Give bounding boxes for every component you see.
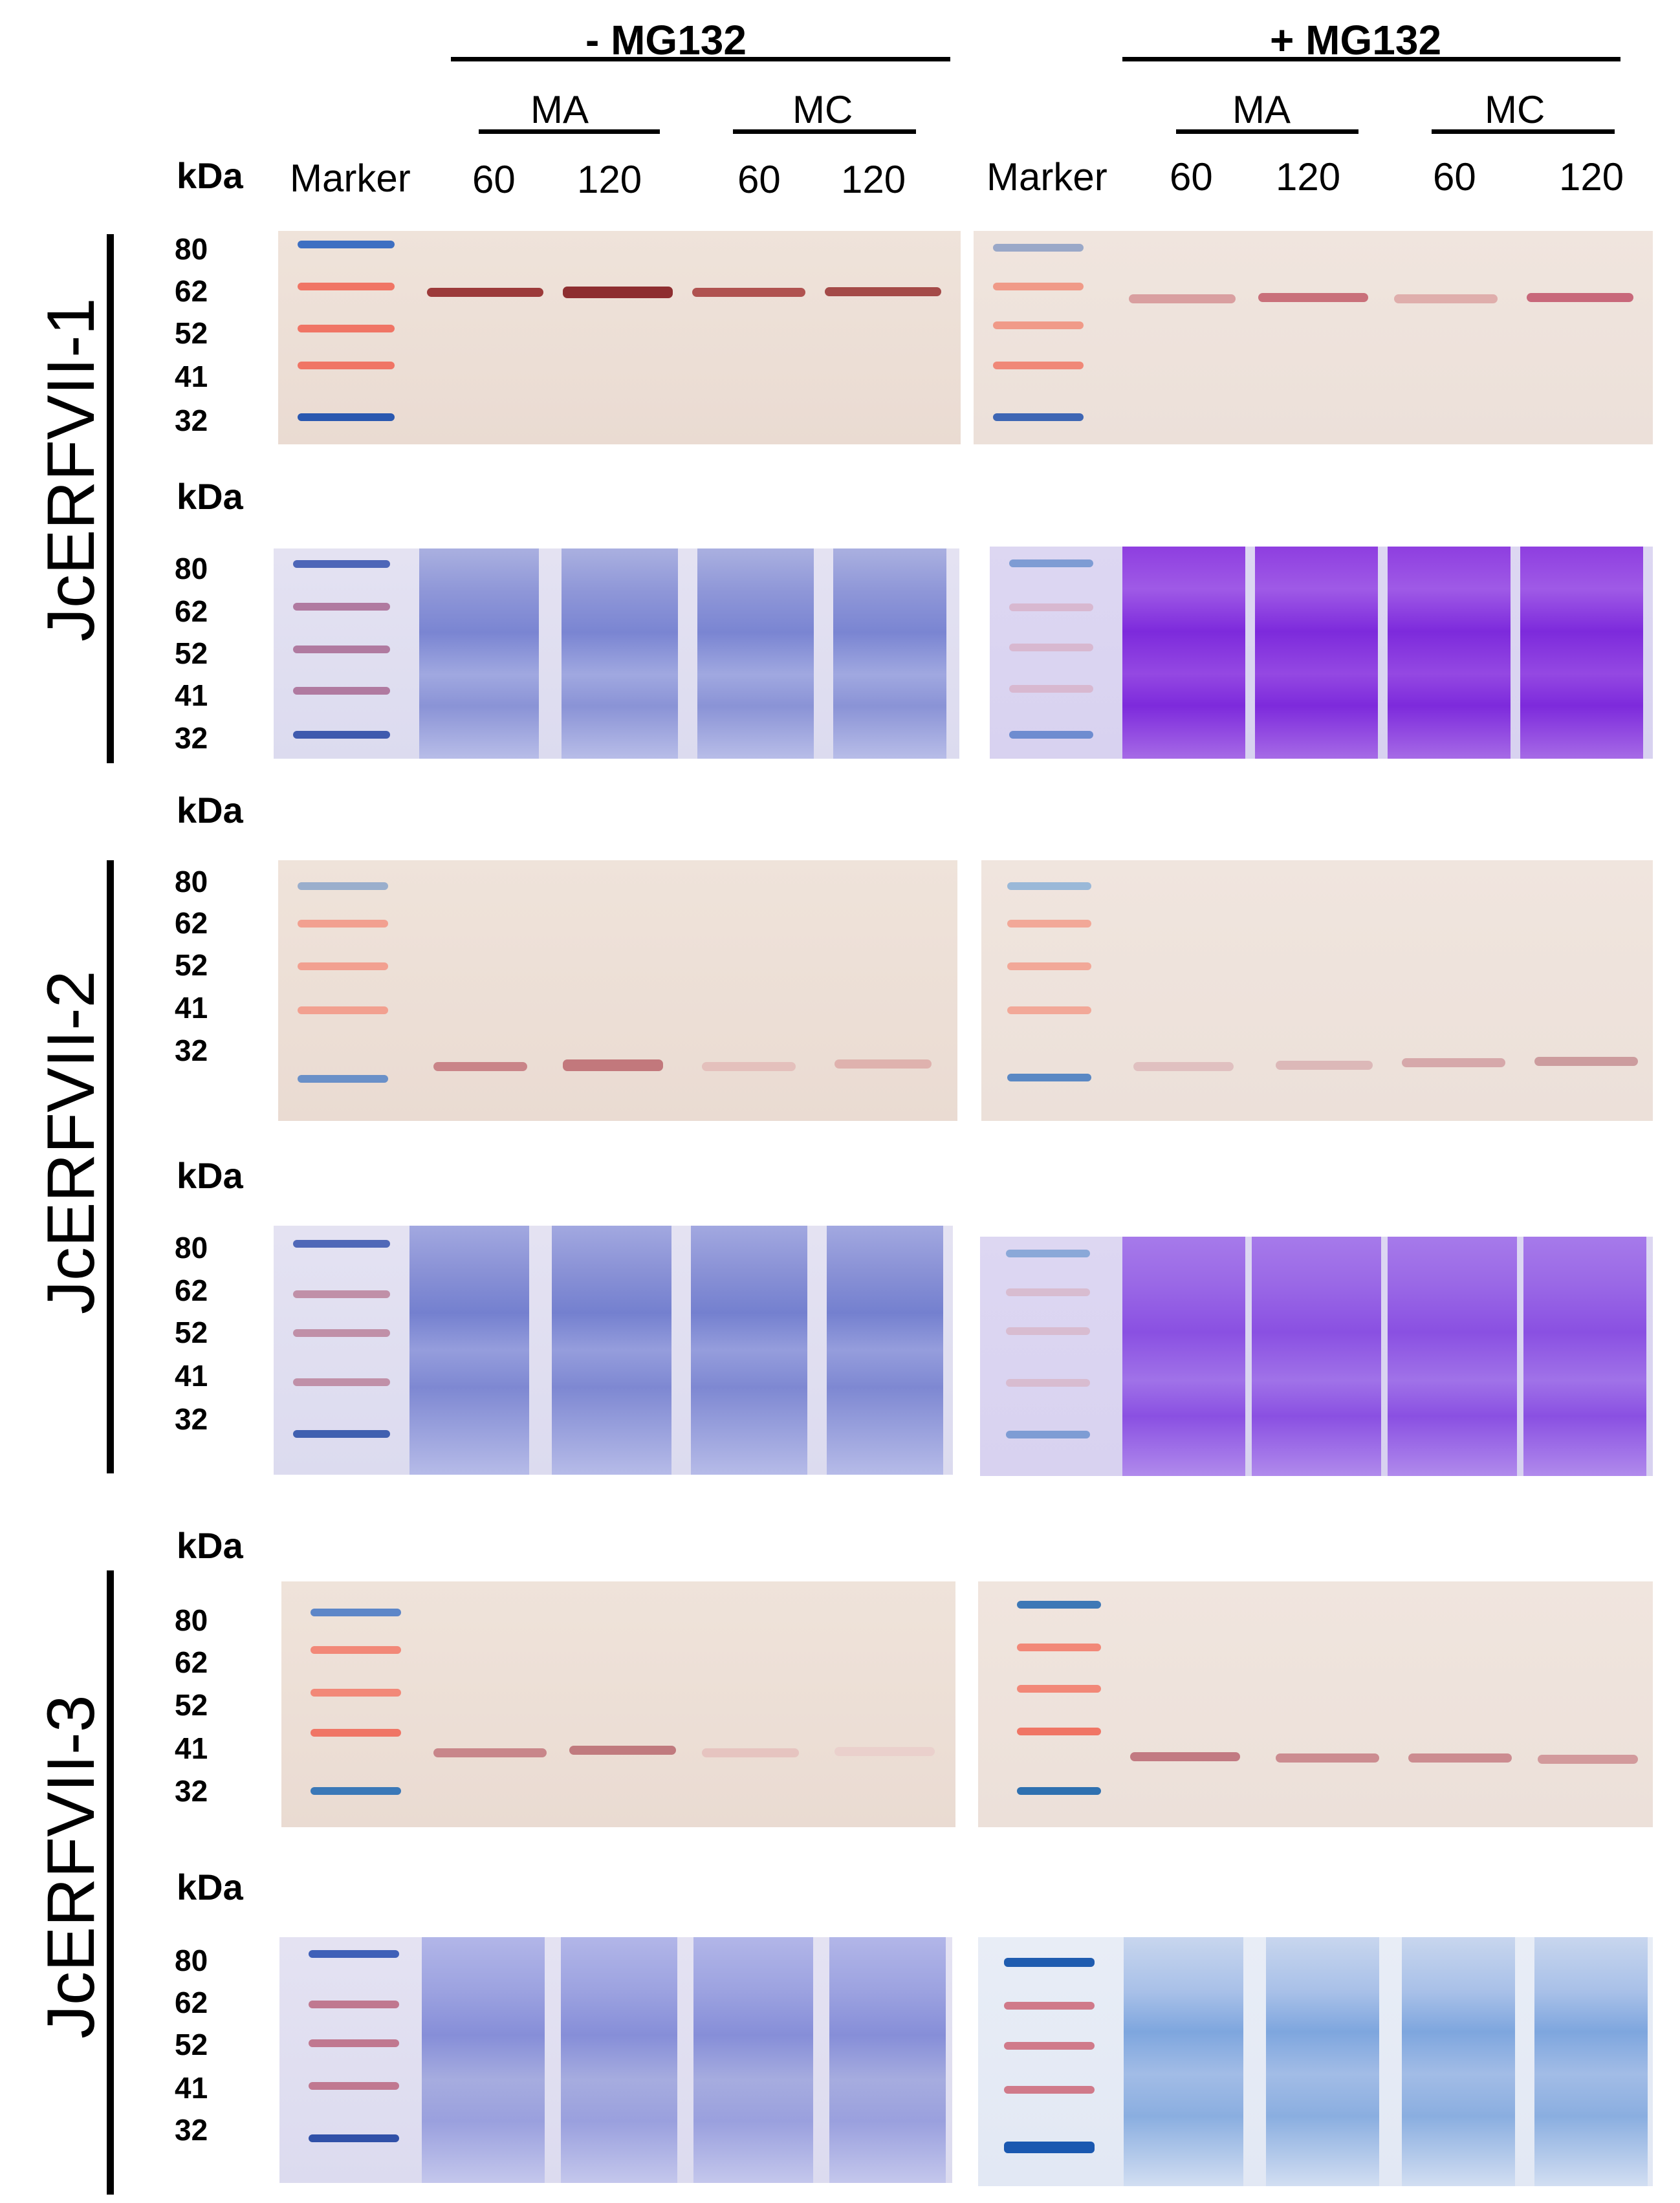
sub-rule-mc-minus (733, 129, 916, 134)
lane-label-60-mc-minus: 60 (737, 158, 781, 201)
western-blot-minus-1 (278, 231, 961, 444)
tick-32: 32 (175, 404, 208, 437)
sub-label-mc-minus: MC (792, 88, 853, 131)
sub-label-ma-plus: MA (1232, 88, 1291, 131)
tick-41: 41 (175, 360, 208, 393)
tick-80: 80 (175, 1231, 208, 1264)
tick-32: 32 (175, 721, 208, 755)
western-blot-minus-3 (281, 1581, 955, 1827)
lane-label-120-ma-plus: 120 (1276, 155, 1341, 199)
tick-41: 41 (175, 1731, 208, 1765)
tick-52: 52 (175, 316, 208, 350)
tick-62: 62 (175, 274, 208, 308)
tick-80: 80 (175, 552, 208, 585)
kda-label-cb-3: kDa (177, 1867, 243, 1907)
tick-80: 80 (175, 1603, 208, 1637)
tick-41: 41 (175, 678, 208, 712)
tick-32: 32 (175, 1034, 208, 1067)
header-kda-label: kDa (177, 155, 243, 196)
tick-52: 52 (175, 636, 208, 670)
sub-label-mc-plus: MC (1485, 88, 1545, 131)
tick-80: 80 (175, 865, 208, 898)
tick-32: 32 (175, 1402, 208, 1436)
lane-label-120-mc-minus: 120 (841, 158, 906, 201)
tick-80: 80 (175, 232, 208, 266)
kda-label-wb-2: kDa (177, 790, 243, 830)
sub-rule-ma-minus (479, 129, 660, 134)
coomassie-gel-plus-1 (990, 547, 1653, 759)
western-blot-minus-2 (278, 860, 957, 1121)
gene-bar-2 (107, 860, 114, 1473)
coomassie-gel-minus-3 (279, 1937, 952, 2183)
western-blot-plus-3 (978, 1581, 1653, 1827)
sub-label-ma-minus: MA (530, 88, 589, 131)
coomassie-gel-plus-2 (980, 1237, 1653, 1476)
lane-label-120-ma-minus: 120 (577, 158, 642, 201)
lane-label-60-ma-plus: 60 (1170, 155, 1213, 199)
lane-label-marker-minus: Marker (290, 157, 411, 200)
sub-rule-ma-plus (1176, 129, 1358, 134)
coomassie-gel-minus-1 (274, 548, 959, 759)
coomassie-gel-minus-2 (274, 1226, 953, 1475)
gene-bar-3 (107, 1570, 114, 2195)
tick-52: 52 (175, 2028, 208, 2061)
tick-52: 52 (175, 948, 208, 982)
tick-62: 62 (175, 594, 208, 628)
tick-80: 80 (175, 1944, 208, 1977)
tick-62: 62 (175, 1645, 208, 1679)
tick-41: 41 (175, 1359, 208, 1393)
tick-62: 62 (175, 1274, 208, 1307)
tick-62: 62 (175, 906, 208, 940)
kda-label-cb-2: kDa (177, 1155, 243, 1196)
group-rule-plus-mg132 (1122, 57, 1620, 61)
kda-label-wb-3: kDa (177, 1525, 243, 1566)
tick-62: 62 (175, 1986, 208, 2019)
sub-rule-mc-plus (1432, 129, 1615, 134)
gene-label-jcerfvii-3: JcERFVII-3 (34, 1695, 109, 2039)
western-blot-plus-1 (974, 231, 1653, 444)
tick-32: 32 (175, 1774, 208, 1808)
gene-label-jcerfvii-1: JcERFVII-1 (34, 298, 109, 642)
lane-label-60-ma-minus: 60 (472, 158, 516, 201)
coomassie-gel-plus-3 (978, 1937, 1653, 2186)
group-label-plus-mg132: + MG132 (1270, 17, 1442, 63)
tick-41: 41 (175, 991, 208, 1025)
tick-52: 52 (175, 1316, 208, 1349)
tick-32: 32 (175, 2113, 208, 2147)
lane-label-60-mc-plus: 60 (1433, 155, 1476, 199)
tick-41: 41 (175, 2071, 208, 2105)
kda-label-cb-1: kDa (177, 476, 243, 517)
gene-bar-1 (107, 234, 114, 763)
gene-label-jcerfvii-2: JcERFVII-2 (34, 970, 109, 1314)
lane-label-120-mc-plus: 120 (1559, 155, 1624, 199)
western-blot-plus-2 (981, 860, 1653, 1121)
group-label-minus-mg132: - MG132 (585, 17, 747, 63)
tick-52: 52 (175, 1688, 208, 1722)
lane-label-marker-plus: Marker (987, 155, 1107, 199)
group-rule-minus-mg132 (451, 57, 950, 61)
